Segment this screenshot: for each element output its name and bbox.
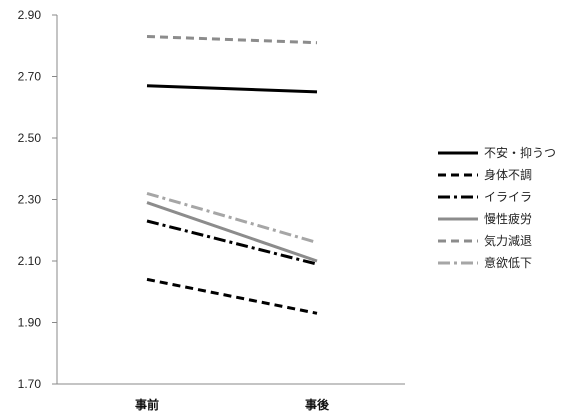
y-tick-label: 1.70 (18, 377, 42, 391)
series-line (146, 277, 318, 315)
y-axis: 1.70 1.90 2.10 2.30 2.50 2.70 2.90 (18, 8, 58, 391)
x-category-label: 事後 (305, 397, 330, 412)
series-line (146, 35, 318, 45)
legend-label: 身体不調 (484, 167, 532, 182)
series-lines (146, 35, 318, 315)
y-tick-label: 2.30 (18, 193, 42, 207)
legend-label: 慢性疲労 (484, 211, 532, 226)
y-tick-label: 2.70 (18, 70, 42, 84)
x-axis: 事前 事後 (57, 383, 405, 412)
legend-label: 意欲低下 (484, 255, 532, 270)
y-tick-label: 1.90 (18, 316, 42, 330)
y-tick-label: 2.10 (18, 254, 42, 268)
y-tick-label: 2.50 (18, 131, 42, 145)
legend-label: イライラ (484, 190, 532, 204)
series-line (146, 219, 318, 266)
series-line (146, 84, 318, 94)
series-line (146, 191, 318, 244)
legend-label: 気力減退 (484, 233, 532, 248)
series-line (146, 201, 318, 263)
legend-label: 不安・抑うつ (484, 145, 556, 160)
x-category-label: 事前 (135, 397, 159, 412)
y-tick-label: 2.90 (18, 8, 42, 22)
